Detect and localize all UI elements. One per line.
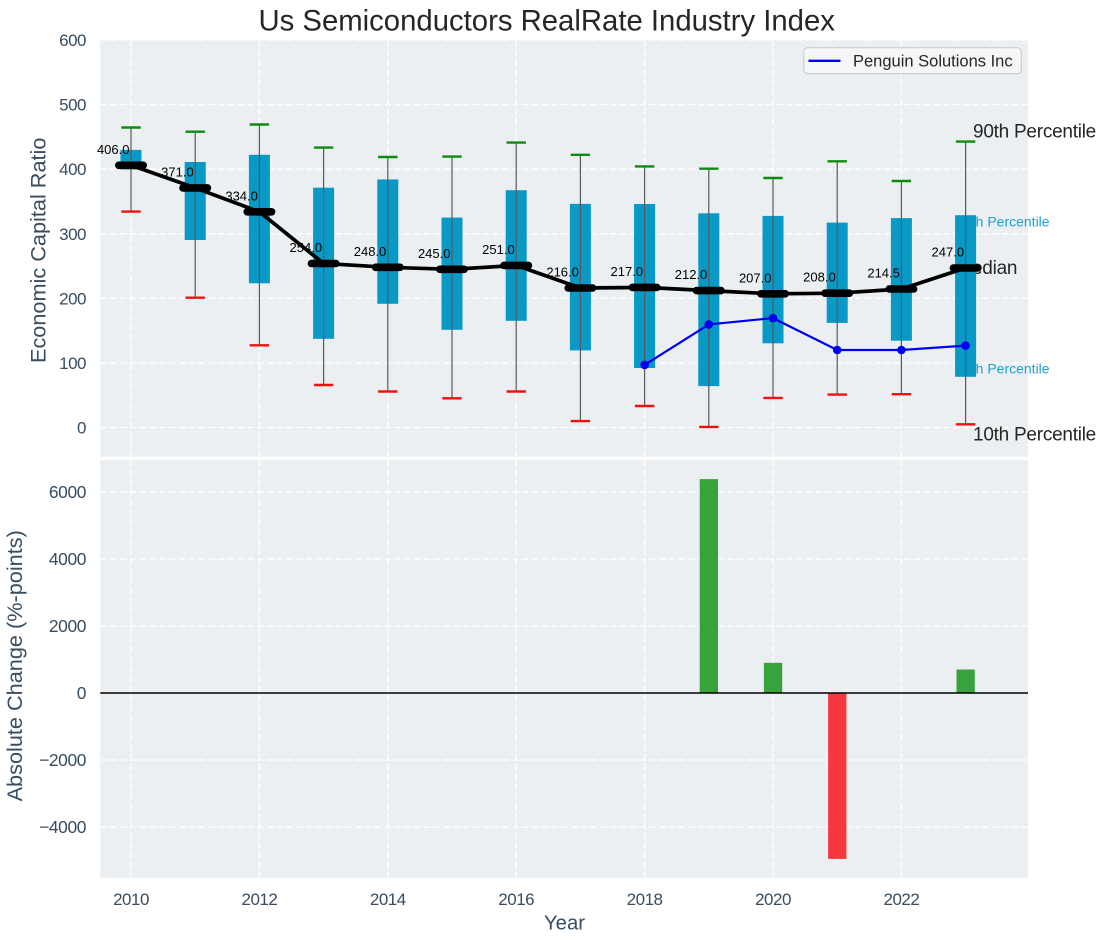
svg-text:2022: 2022: [883, 890, 919, 909]
svg-text:0: 0: [77, 683, 86, 703]
svg-text:248.0: 248.0: [354, 244, 387, 259]
svg-text:−4000: −4000: [39, 817, 86, 837]
svg-text:2016: 2016: [498, 890, 534, 909]
svg-text:Absolute Change (%-points): Absolute Change (%-points): [2, 530, 27, 801]
svg-text:0: 0: [77, 419, 86, 438]
svg-text:334.0: 334.0: [225, 188, 258, 203]
svg-text:600: 600: [59, 31, 86, 50]
svg-text:300: 300: [59, 225, 86, 244]
svg-text:2012: 2012: [241, 890, 277, 909]
svg-text:2014: 2014: [370, 890, 406, 909]
svg-text:Year: Year: [544, 913, 585, 935]
svg-text:500: 500: [59, 96, 86, 115]
svg-text:371.0: 371.0: [161, 164, 194, 179]
svg-text:200: 200: [59, 289, 86, 308]
svg-text:100: 100: [59, 354, 86, 373]
svg-text:207.0: 207.0: [739, 270, 772, 285]
svg-text:Us Semiconductors RealRate Ind: Us Semiconductors RealRate Industry Inde…: [258, 4, 835, 37]
svg-text:Economic Capital Ratio: Economic Capital Ratio: [26, 138, 51, 363]
svg-text:2018: 2018: [627, 890, 663, 909]
svg-text:406.0: 406.0: [97, 142, 130, 157]
svg-text:212.0: 212.0: [675, 267, 708, 282]
svg-text:247.0: 247.0: [932, 245, 965, 260]
svg-text:4000: 4000: [49, 549, 86, 569]
svg-text:251.0: 251.0: [482, 242, 515, 257]
svg-text:216.0: 216.0: [546, 265, 579, 280]
svg-text:2000: 2000: [49, 616, 86, 636]
svg-text:217.0: 217.0: [611, 264, 644, 279]
svg-text:−2000: −2000: [39, 750, 86, 770]
svg-text:2010: 2010: [113, 890, 149, 909]
svg-text:25th Percentile: 25th Percentile: [956, 360, 1050, 376]
svg-text:90th Percentile: 90th Percentile: [973, 122, 1096, 143]
svg-text:10th Percentile: 10th Percentile: [973, 424, 1096, 445]
svg-text:208.0: 208.0: [803, 270, 836, 285]
svg-text:75th Percentile: 75th Percentile: [956, 214, 1050, 230]
svg-text:2020: 2020: [755, 890, 791, 909]
svg-text:400: 400: [59, 160, 86, 179]
svg-text:Penguin Solutions Inc: Penguin Solutions Inc: [853, 52, 1013, 70]
svg-text:245.0: 245.0: [418, 246, 451, 261]
svg-text:254.0: 254.0: [290, 240, 323, 255]
svg-text:214.5: 214.5: [867, 266, 900, 281]
svg-text:6000: 6000: [49, 482, 86, 502]
